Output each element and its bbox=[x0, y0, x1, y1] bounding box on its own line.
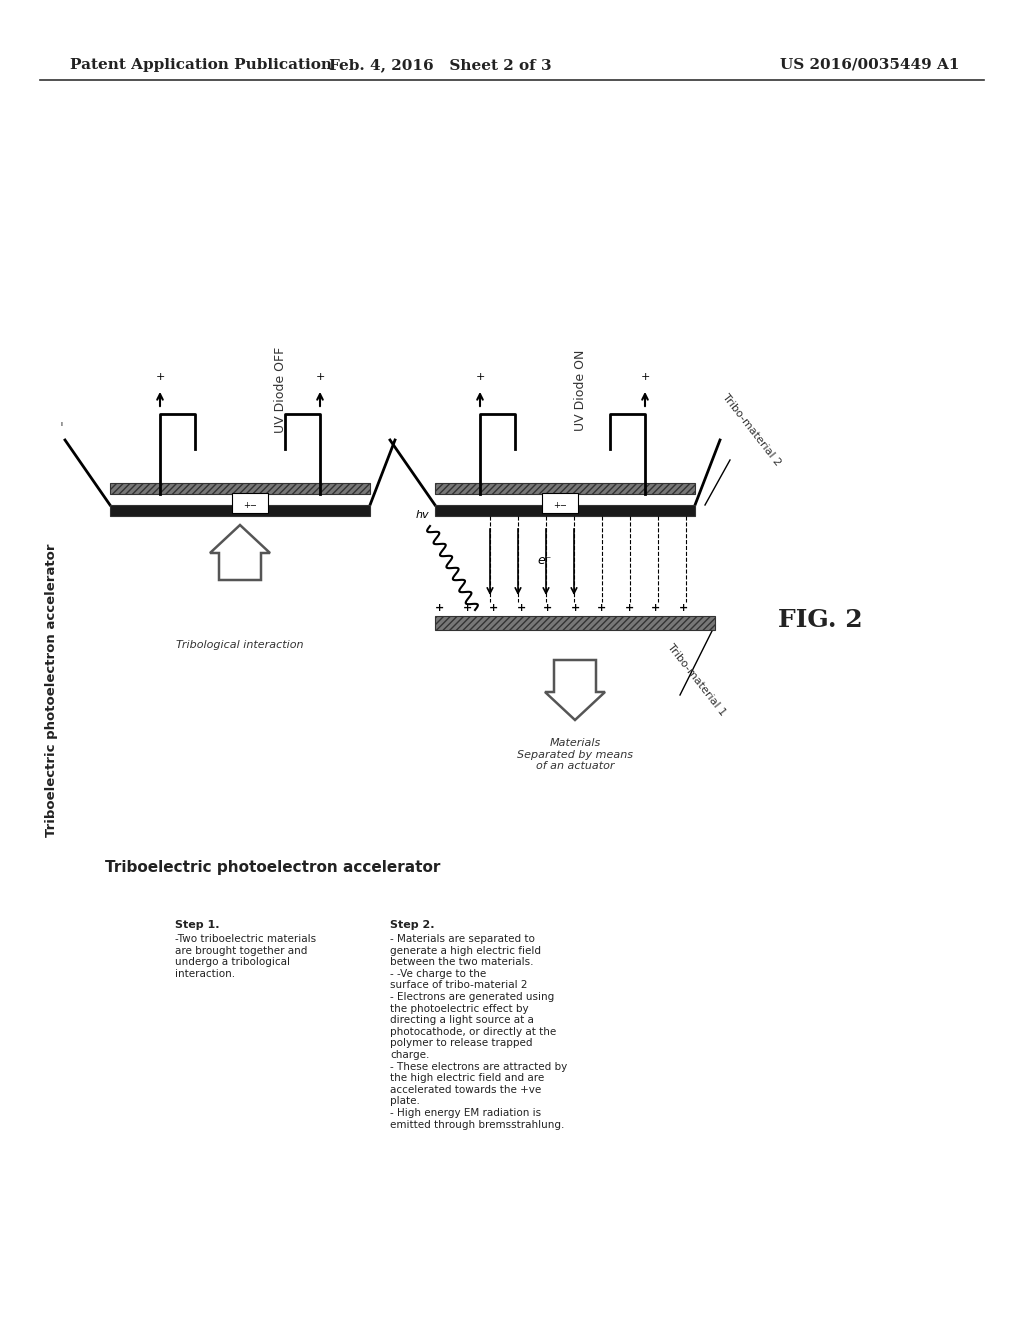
Text: UV Diode ON: UV Diode ON bbox=[573, 350, 587, 430]
Text: hv: hv bbox=[415, 510, 429, 520]
Text: US 2016/0035449 A1: US 2016/0035449 A1 bbox=[780, 58, 961, 73]
Bar bbox=[110, 506, 370, 516]
Text: +: + bbox=[516, 603, 525, 612]
Text: +: + bbox=[544, 603, 553, 612]
Bar bbox=[435, 506, 695, 516]
FancyArrow shape bbox=[210, 525, 270, 579]
Text: ': ' bbox=[60, 421, 63, 436]
Text: +: + bbox=[678, 603, 688, 612]
Text: e⁻: e⁻ bbox=[538, 553, 552, 566]
Text: Step 2.: Step 2. bbox=[390, 920, 434, 931]
Text: +: + bbox=[570, 603, 580, 612]
Bar bbox=[435, 483, 695, 494]
FancyArrow shape bbox=[545, 660, 605, 719]
Text: +−: +− bbox=[243, 500, 257, 510]
Text: +: + bbox=[156, 372, 165, 381]
Text: +: + bbox=[625, 603, 634, 612]
Text: Step 1.: Step 1. bbox=[175, 920, 219, 931]
Text: +: + bbox=[463, 603, 472, 612]
Text: Tribo-material 1: Tribo-material 1 bbox=[665, 643, 727, 718]
Text: UV Diode OFF: UV Diode OFF bbox=[273, 347, 287, 433]
Text: +: + bbox=[315, 372, 325, 381]
Bar bbox=[110, 483, 370, 494]
Bar bbox=[542, 492, 578, 513]
Text: Tribological interaction: Tribological interaction bbox=[176, 640, 304, 649]
Text: Feb. 4, 2016   Sheet 2 of 3: Feb. 4, 2016 Sheet 2 of 3 bbox=[329, 58, 551, 73]
Text: +: + bbox=[435, 603, 444, 612]
Text: FIG. 2: FIG. 2 bbox=[777, 609, 862, 632]
Text: +: + bbox=[640, 372, 649, 381]
Bar bbox=[435, 616, 715, 630]
Text: +: + bbox=[651, 603, 660, 612]
Text: +: + bbox=[475, 372, 484, 381]
Text: Triboelectric photoelectron accelerator: Triboelectric photoelectron accelerator bbox=[45, 544, 58, 837]
Text: Triboelectric photoelectron accelerator: Triboelectric photoelectron accelerator bbox=[105, 861, 440, 875]
Text: -Two triboelectric materials
are brought together and
undergo a tribological
int: -Two triboelectric materials are brought… bbox=[175, 935, 316, 979]
Text: - Materials are separated to
generate a high electric field
between the two mate: - Materials are separated to generate a … bbox=[390, 935, 567, 1130]
Text: +−: +− bbox=[553, 500, 567, 510]
Text: Tribo-material 2: Tribo-material 2 bbox=[720, 392, 782, 467]
Text: +: + bbox=[597, 603, 606, 612]
Text: +: + bbox=[489, 603, 499, 612]
Text: Patent Application Publication: Patent Application Publication bbox=[70, 58, 332, 73]
Bar bbox=[232, 492, 268, 513]
Text: Materials
Separated by means
of an actuator: Materials Separated by means of an actua… bbox=[517, 738, 633, 771]
